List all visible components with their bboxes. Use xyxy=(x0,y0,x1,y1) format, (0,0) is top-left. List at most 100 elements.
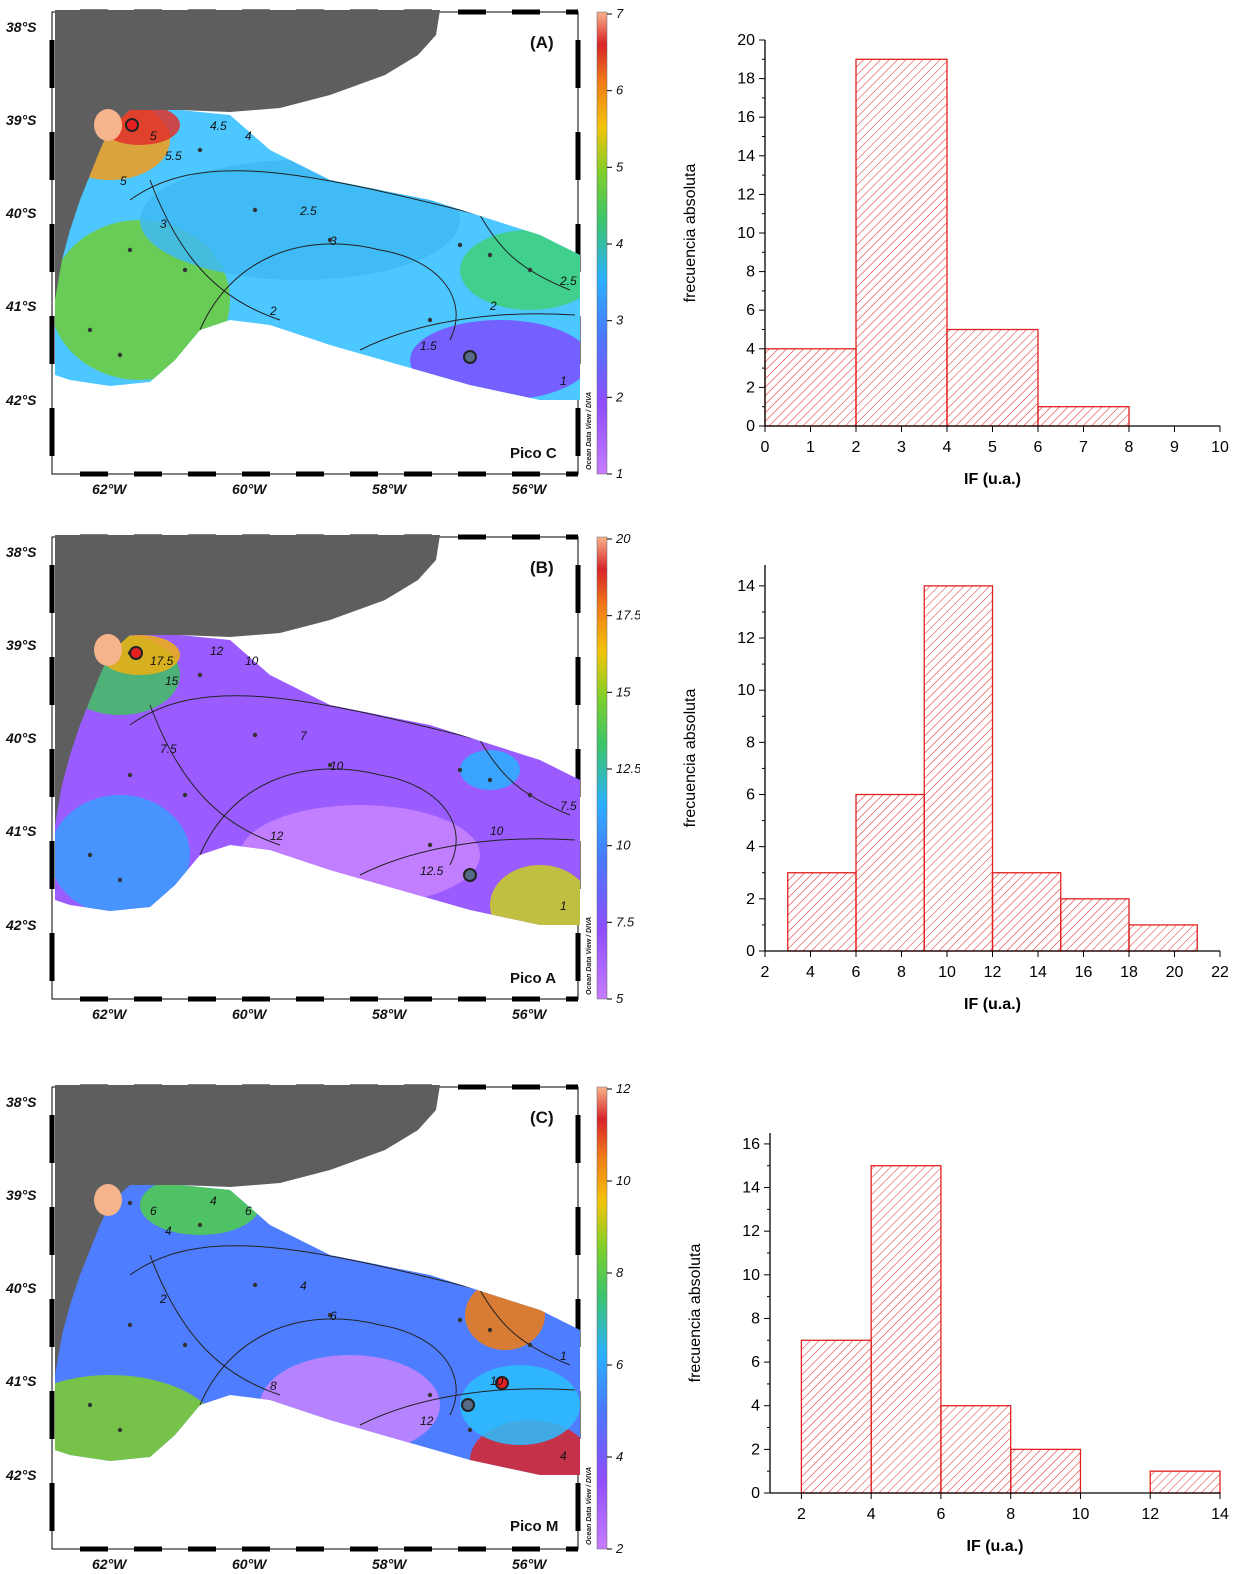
y-axis-label: frecuencia absoluta xyxy=(687,1244,704,1383)
contour-label: 12.5 xyxy=(420,864,444,878)
y-tick-label: 14 xyxy=(742,1180,760,1197)
station-dot xyxy=(252,1282,258,1288)
contour-label: 8 xyxy=(270,1379,277,1393)
x-tick-label: 1 xyxy=(806,439,815,456)
station-dot xyxy=(467,1427,473,1433)
land-mass xyxy=(55,10,440,300)
histogram-bar xyxy=(946,328,1039,427)
histogram-bar xyxy=(787,872,857,952)
station-dot xyxy=(197,1222,203,1228)
x-tick-label: 10 xyxy=(1211,439,1229,456)
panel-tag: (A) xyxy=(530,33,554,52)
station-dot xyxy=(427,842,433,848)
contour-label: 3 xyxy=(330,234,337,248)
x-tick-label: 10 xyxy=(1072,1506,1090,1523)
map-panel-a: 5 5.5 4.5 4 3 2.5 3 2 2 2.5 1.5 1 5 (A) Pico C 38°S 39°S… xyxy=(0,0,640,500)
x-tick-label: 2 xyxy=(852,439,861,456)
station-dot xyxy=(487,777,493,783)
station-dot xyxy=(427,317,433,323)
contour-label: 1 xyxy=(560,374,567,388)
coastal-area xyxy=(94,1184,122,1216)
longitude-label: 56°W xyxy=(512,481,548,497)
contour-line xyxy=(149,704,281,846)
contour-label: 10 xyxy=(330,759,344,773)
longitude-label: 60°W xyxy=(232,481,268,497)
station-dot xyxy=(197,672,203,678)
ocean-blob xyxy=(460,750,520,790)
x-tick-label: 7 xyxy=(1079,439,1088,456)
peak-label: Pico C xyxy=(510,445,557,462)
histogram-panel-b: 0 2 4 6 8 10 12 14 2 4 6 8 10 12 14 16 18 20 22 IF (u.a.) fr… xyxy=(660,525,1248,1025)
contour-label: 2.5 xyxy=(299,204,317,218)
station-dot xyxy=(182,267,188,273)
coastal-area xyxy=(94,109,122,141)
x-tick-label: 16 xyxy=(1075,964,1093,981)
x-tick-label: 12 xyxy=(984,964,1002,981)
colorbar-label: 10 xyxy=(616,838,631,853)
y-tick-label: 0 xyxy=(746,943,755,960)
contour-label: 12 xyxy=(210,644,224,658)
latitude-label: 38°S xyxy=(6,544,37,560)
contour-label: 10 xyxy=(490,824,504,838)
station-dot xyxy=(127,1322,133,1328)
contour-label: 4 xyxy=(165,1224,172,1238)
longitude-label: 62°W xyxy=(92,1556,128,1569)
station-dot xyxy=(197,147,203,153)
x-axis-label: IF (u.a.) xyxy=(964,996,1021,1013)
colorbar-label: 5 xyxy=(616,159,624,174)
y-tick-label: 18 xyxy=(737,71,755,88)
latitude-label: 38°S xyxy=(6,19,37,35)
histogram-bar xyxy=(1149,1470,1221,1494)
latitude-label: 39°S xyxy=(6,637,37,653)
y-tick-label: 6 xyxy=(751,1354,760,1371)
contour-label: 6 xyxy=(245,1204,252,1218)
station-dot xyxy=(87,1402,93,1408)
max-station-marker xyxy=(125,118,139,132)
station-dot xyxy=(117,1427,123,1433)
x-axis-label: IF (u.a.) xyxy=(967,1538,1024,1555)
colorbar-label: 4 xyxy=(616,236,623,251)
contour-label: 10 xyxy=(490,1374,504,1388)
x-tick-label: 8 xyxy=(897,964,906,981)
x-tick-label: 12 xyxy=(1141,1506,1159,1523)
station-dot xyxy=(487,252,493,258)
latitude-label: 39°S xyxy=(6,1187,37,1203)
histogram-bar xyxy=(940,1405,1012,1494)
station-dot xyxy=(457,767,463,773)
contour-label: 4 xyxy=(245,129,252,143)
station-dot xyxy=(327,762,333,768)
x-tick-label: 4 xyxy=(867,1506,876,1523)
contour-line xyxy=(129,170,571,291)
peak-label: Pico A xyxy=(510,970,556,987)
contour-line xyxy=(129,1245,571,1366)
colorbar-label: 12 xyxy=(616,1081,631,1096)
y-tick-label: 16 xyxy=(742,1136,760,1153)
contour-line xyxy=(199,243,457,341)
y-tick-label: 8 xyxy=(746,264,755,281)
contour-label: 2 xyxy=(159,1292,167,1306)
histogram-c: 0 2 4 6 8 10 12 14 16 2 4 6 8 10 12 14 IF (u.a.) frecuenc… xyxy=(687,1133,1229,1555)
colorbar-label: 6 xyxy=(616,83,624,98)
contour-line xyxy=(199,768,457,866)
panel-tag: (C) xyxy=(530,1108,554,1127)
latitude-label: 40°S xyxy=(5,1280,37,1296)
y-tick-label: 4 xyxy=(746,839,755,856)
contour-label: 1 xyxy=(560,1349,567,1363)
x-tick-label: 18 xyxy=(1120,964,1138,981)
station-dot xyxy=(427,1392,433,1398)
histogram-bar xyxy=(855,793,925,952)
x-tick-label: 4 xyxy=(943,439,952,456)
contour-label: 4 xyxy=(560,1449,567,1463)
x-tick-label: 22 xyxy=(1211,964,1229,981)
histogram-bar xyxy=(800,1339,872,1494)
colorbar-label: 6 xyxy=(616,1357,624,1372)
y-tick-label: 12 xyxy=(742,1223,760,1240)
latitude-label: 38°S xyxy=(6,1094,37,1110)
colorbar-label: 12.5 xyxy=(616,761,640,776)
odv-credit: Ocean Data View / DIVA xyxy=(586,917,593,995)
contour-label: 4.5 xyxy=(210,119,227,133)
y-tick-label: 2 xyxy=(746,891,755,908)
contour-label: 5.5 xyxy=(165,149,182,163)
